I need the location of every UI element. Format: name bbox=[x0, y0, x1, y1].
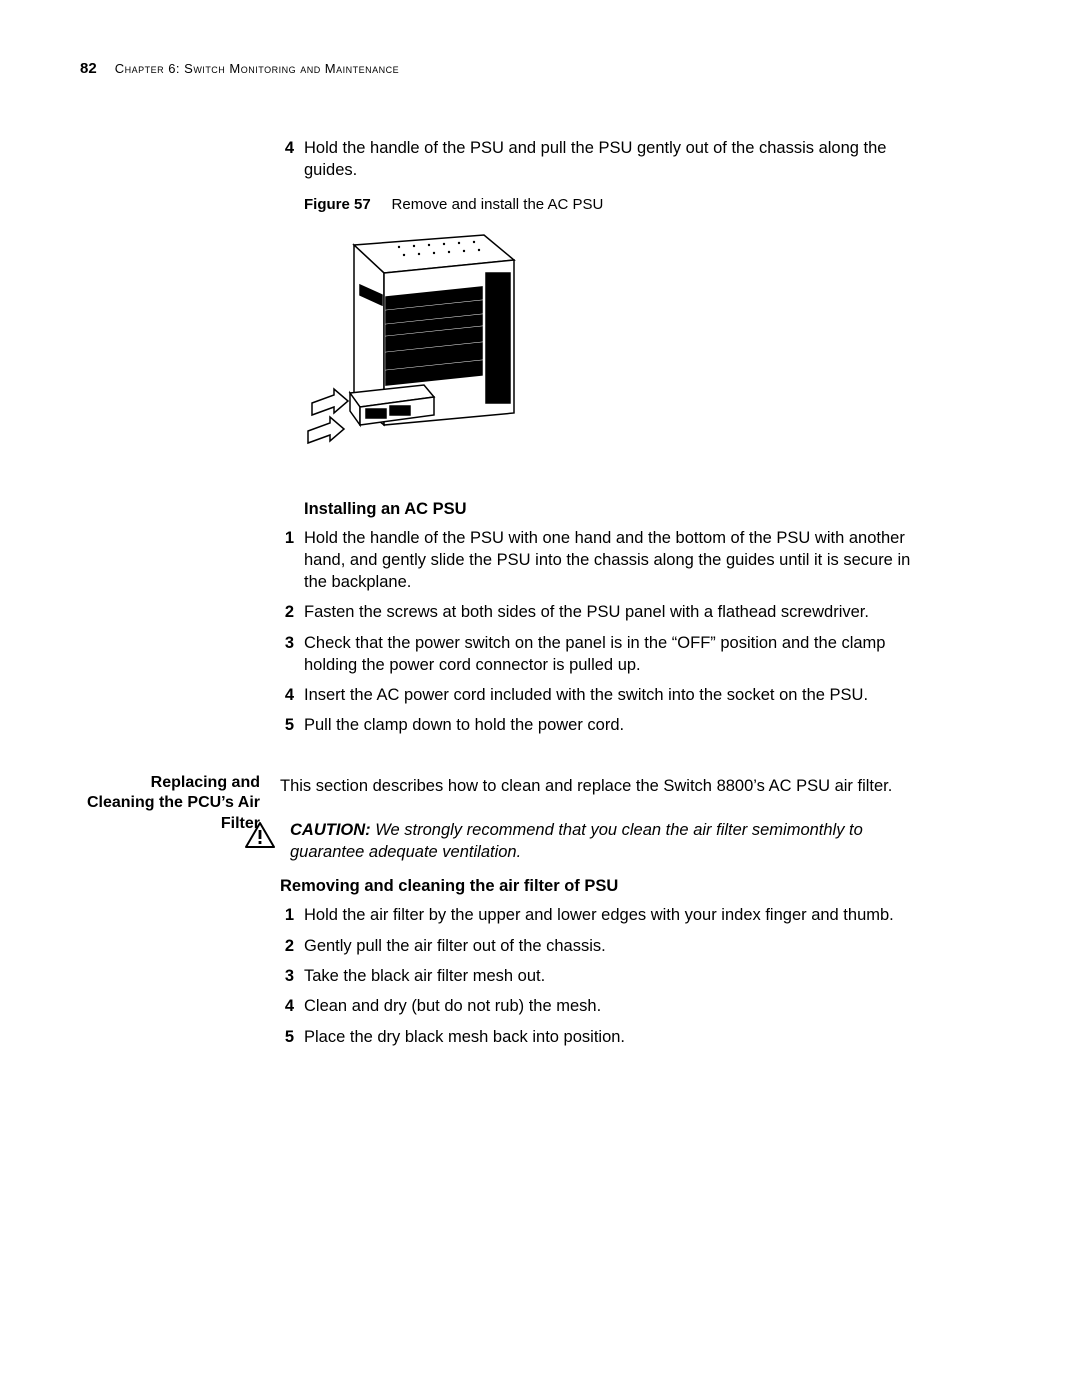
running-header: 82 Chapter 6: Switch Monitoring and Main… bbox=[80, 60, 1000, 77]
step-number: 3 bbox=[280, 632, 294, 677]
section-heading: Installing an AC PSU bbox=[304, 500, 920, 519]
list-item: 5 Place the dry black mesh back into pos… bbox=[280, 1026, 920, 1048]
page: 82 Chapter 6: Switch Monitoring and Main… bbox=[0, 0, 1080, 1397]
chapter-title: Chapter 6: Switch Monitoring and Mainten… bbox=[115, 61, 399, 76]
list-item: 3 Take the black air filter mesh out. bbox=[280, 965, 920, 987]
main-content: 4 Hold the handle of the PSU and pull th… bbox=[280, 137, 920, 1048]
step-number: 4 bbox=[280, 995, 294, 1017]
list-item: 2 Fasten the screws at both sides of the… bbox=[280, 601, 920, 623]
step-number: 3 bbox=[280, 965, 294, 987]
list-item: 4 Insert the AC power cord included with… bbox=[280, 684, 920, 706]
step-text: Fasten the screws at both sides of the P… bbox=[304, 601, 869, 623]
step-text: Hold the handle of the PSU and pull the … bbox=[304, 137, 920, 182]
step-number: 4 bbox=[280, 137, 294, 182]
list-item: 2 Gently pull the air filter out of the … bbox=[280, 935, 920, 957]
step-text: Place the dry black mesh back into posit… bbox=[304, 1026, 625, 1048]
step-text: Hold the handle of the PSU with one hand… bbox=[304, 527, 920, 594]
list-item: 3 Check that the power switch on the pan… bbox=[280, 632, 920, 677]
figure-illustration bbox=[304, 225, 920, 470]
step-number: 2 bbox=[280, 935, 294, 957]
step-text: Take the black air filter mesh out. bbox=[304, 965, 545, 987]
figure-caption-text: Remove and install the AC PSU bbox=[392, 196, 604, 213]
figure-label: Figure 57 bbox=[304, 196, 371, 213]
page-number: 82 bbox=[80, 60, 97, 77]
step-text: Gently pull the air filter out of the ch… bbox=[304, 935, 606, 957]
list-item: 4 Hold the handle of the PSU and pull th… bbox=[280, 137, 920, 182]
step-number: 1 bbox=[280, 904, 294, 926]
caution-text: CAUTION: We strongly recommend that you … bbox=[290, 819, 920, 864]
step-number: 5 bbox=[280, 1026, 294, 1048]
caution-body: We strongly recommend that you clean the… bbox=[290, 821, 863, 861]
list-item: 5 Pull the clamp down to hold the power … bbox=[280, 714, 920, 736]
step-text: Pull the clamp down to hold the power co… bbox=[304, 714, 624, 736]
figure-caption: Figure 57 Remove and install the AC PSU bbox=[304, 196, 920, 213]
margin-heading: Replacing and Cleaning the PCU’s Air Fil… bbox=[80, 773, 260, 835]
step-number: 5 bbox=[280, 714, 294, 736]
step-text: Clean and dry (but do not rub) the mesh. bbox=[304, 995, 601, 1017]
list-item: 4 Clean and dry (but do not rub) the mes… bbox=[280, 995, 920, 1017]
caution-label: CAUTION: bbox=[290, 821, 371, 839]
caution-note: CAUTION: We strongly recommend that you … bbox=[244, 819, 920, 864]
list-item: 1 Hold the handle of the PSU with one ha… bbox=[280, 527, 920, 594]
step-number: 2 bbox=[280, 601, 294, 623]
list-item: 1 Hold the air filter by the upper and l… bbox=[280, 904, 920, 926]
chassis-illustration-icon bbox=[304, 225, 534, 465]
section-heading: Removing and cleaning the air filter of … bbox=[280, 877, 920, 896]
step-text: Check that the power switch on the panel… bbox=[304, 632, 920, 677]
step-number: 4 bbox=[280, 684, 294, 706]
step-number: 1 bbox=[280, 527, 294, 594]
step-text: Insert the AC power cord included with t… bbox=[304, 684, 868, 706]
section-intro: This section describes how to clean and … bbox=[280, 775, 920, 797]
step-text: Hold the air filter by the upper and low… bbox=[304, 904, 894, 926]
